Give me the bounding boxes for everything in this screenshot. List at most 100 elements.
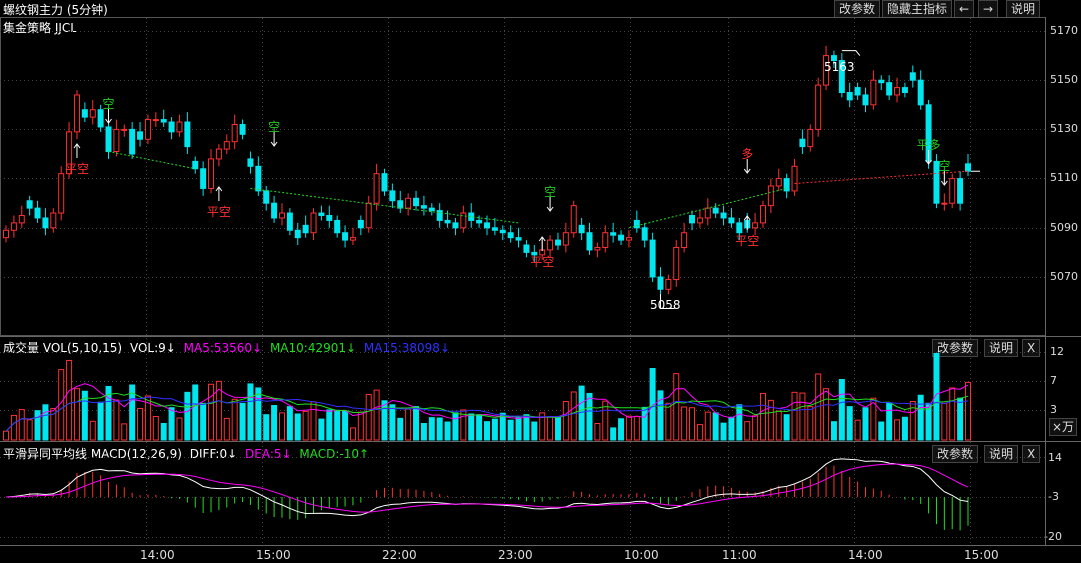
volume-bar [89, 420, 96, 441]
candle-body [144, 119, 151, 140]
candle-body [215, 148, 222, 160]
candle-body [452, 222, 459, 229]
volume-bar [223, 417, 230, 441]
candle-body [830, 55, 837, 62]
volume-bar [278, 412, 285, 441]
volume-bar [594, 423, 601, 441]
volume-bar [302, 410, 309, 441]
candle-body [66, 131, 73, 175]
candle-body [129, 128, 136, 155]
candle-body [523, 244, 530, 253]
candle-body [428, 207, 435, 212]
high-price-label: 5163 [824, 60, 855, 74]
x-tick-1000: 10:00 [624, 548, 659, 562]
candle-body [547, 239, 554, 251]
trend-line [628, 187, 787, 229]
volume-bar [468, 413, 475, 441]
volume-bar [625, 415, 632, 441]
macd-title: 平滑异同平均线 MACD(12,26,9) [3, 447, 182, 461]
volume-bar [129, 384, 136, 441]
volume-bar [97, 401, 104, 441]
candle-body [231, 123, 238, 143]
candle-body [531, 251, 538, 256]
volume-bar [933, 352, 940, 441]
candle-body [933, 160, 940, 204]
candle-body [365, 202, 372, 229]
candle-body [491, 227, 498, 231]
candle-body [444, 219, 451, 224]
candle-body [602, 232, 609, 248]
candle-body [105, 126, 112, 153]
main-panel-frame [0, 17, 1046, 336]
candle-body [476, 219, 483, 224]
volume-bar [381, 400, 388, 441]
signal-label: 平空 [206, 205, 231, 219]
volume-bar [50, 407, 57, 441]
macd-y-tick-neg3: -3 [1048, 490, 1059, 503]
volume-bar [830, 421, 837, 441]
candle-body [649, 239, 656, 278]
macd-dea-line [5, 463, 969, 513]
volume-ma5: MA5:53560↓ [183, 341, 263, 355]
signal-arrow-head [743, 168, 751, 174]
volume-bar [413, 406, 420, 441]
volume-vol: VOL:9↓ [129, 341, 176, 355]
candle-body [917, 79, 924, 106]
volume-close-button[interactable]: X [1022, 339, 1041, 357]
volume-bar [878, 421, 885, 441]
candle-body [625, 237, 632, 241]
candle-body [704, 207, 711, 219]
candle-body [81, 109, 88, 118]
candle-body [255, 165, 262, 192]
candle-body [58, 173, 65, 214]
volume-ma15: MA15:38098↓ [363, 341, 450, 355]
macd-help-button[interactable]: 说明 [984, 445, 1019, 463]
volume-bar [823, 388, 830, 441]
volume-bar [618, 418, 625, 441]
candle-body [610, 232, 617, 236]
volume-bar [586, 392, 593, 441]
vol-y-tick-3: 3 [1050, 403, 1057, 416]
volume-change-params-button[interactable]: 改参数 [932, 339, 979, 357]
candle-body [673, 246, 680, 280]
candle-body [50, 212, 57, 229]
y-tick-5070: 5070 [1050, 270, 1078, 283]
macd-close-button[interactable]: X [1022, 445, 1041, 463]
volume-bar [176, 417, 183, 441]
candle-body [208, 158, 215, 189]
volume-bar [767, 399, 774, 441]
volume-bar [862, 407, 869, 441]
candle-body [949, 178, 956, 204]
volume-bar [73, 388, 80, 441]
macd-diff: DIFF:0↓ [189, 447, 238, 461]
candle-body [326, 215, 333, 221]
y-tick-5150: 5150 [1050, 73, 1078, 86]
volume-bar [484, 421, 490, 441]
signal-label: 空 [268, 120, 281, 134]
volume-bar [681, 406, 688, 441]
volume-bar [405, 408, 412, 441]
volume-bar [657, 390, 664, 441]
volume-bar [389, 404, 396, 441]
candle-body [775, 178, 782, 187]
signal-arrow-head [925, 159, 932, 165]
candle-body [823, 55, 830, 86]
volume-bar [318, 418, 325, 441]
change-params-button[interactable]: 改参数 [834, 0, 881, 18]
volume-bar [665, 402, 672, 441]
candle-body [152, 119, 159, 122]
volume-bar [870, 397, 877, 441]
trend-line [250, 187, 519, 224]
signal-arrow-head [538, 236, 546, 242]
volume-bar [66, 359, 73, 441]
volume-bar [192, 384, 199, 441]
candle-body [633, 219, 640, 229]
candle-body [909, 72, 916, 81]
candle-body [397, 200, 404, 209]
signal-label: 空 [938, 159, 951, 173]
volume-bar [365, 394, 372, 441]
volume-bar [901, 416, 908, 441]
candle-body [878, 79, 885, 84]
candle-body [160, 119, 167, 123]
